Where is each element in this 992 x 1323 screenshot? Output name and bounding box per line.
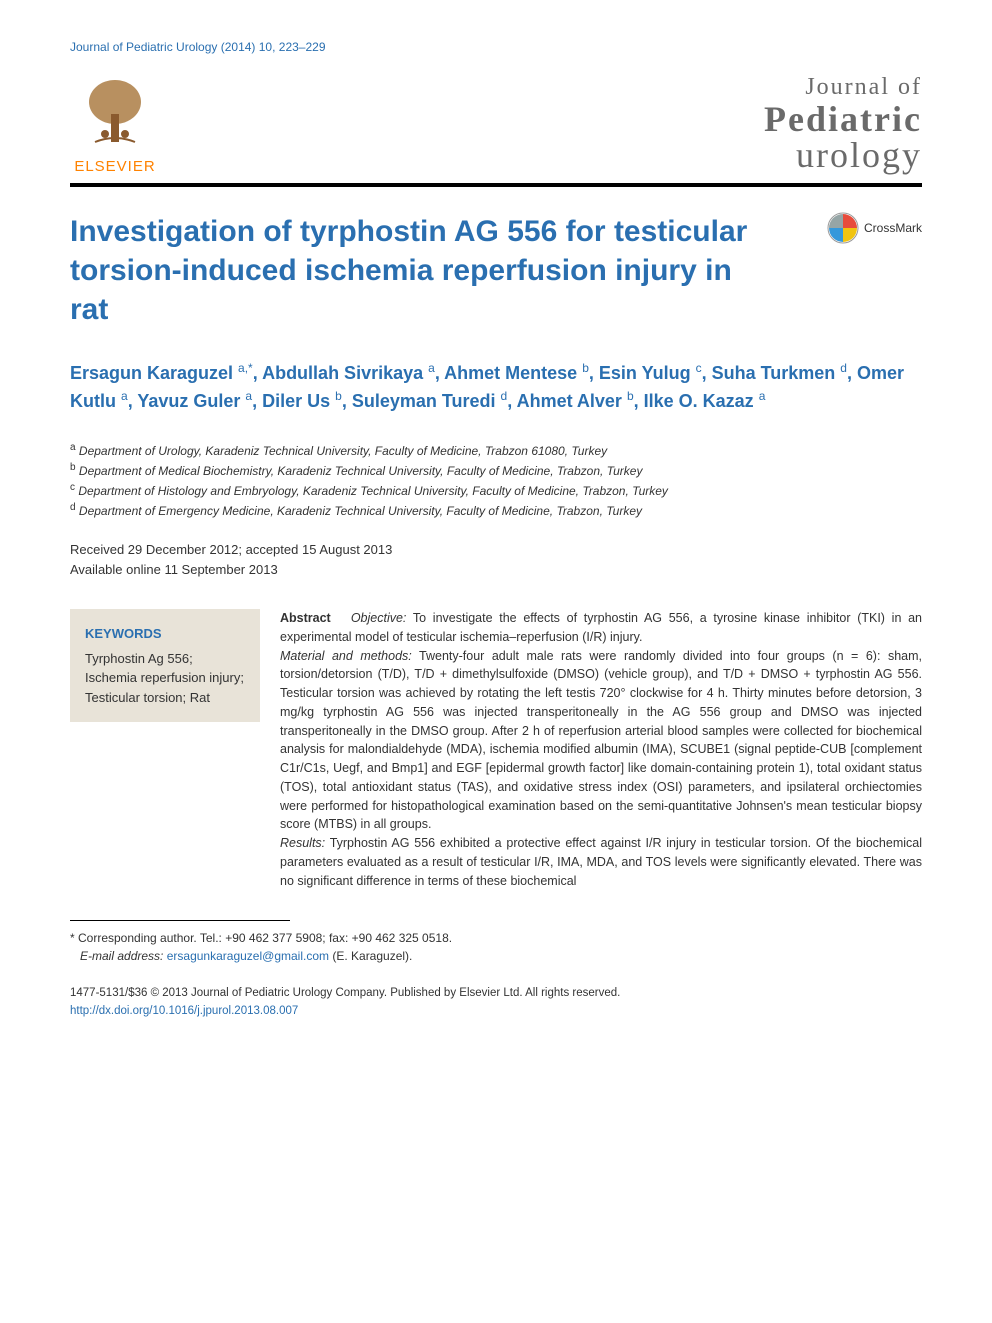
email-author: (E. Karaguzel). [332,949,412,963]
crossmark-badge[interactable]: CrossMark [827,212,922,244]
journal-title-block: Journal of Pediatric urology [764,74,922,173]
elsevier-tree-icon [75,74,155,154]
journal-reference: Journal of Pediatric Urology (2014) 10, … [70,40,922,54]
header-rule [70,183,922,187]
article-title: Investigation of tyrphostin AG 556 for t… [70,212,770,329]
affiliation-item: c Department of Histology and Embryology… [70,480,922,500]
methods-text: Twenty-four adult male rats were randoml… [280,649,922,832]
keywords-heading: KEYWORDS [85,624,245,644]
affiliations-list: a Department of Urology, Karadeniz Techn… [70,440,922,520]
content-row: KEYWORDS Tyrphostin Ag 556; Ischemia rep… [70,609,922,890]
header-row: ELSEVIER Journal of Pediatric urology [70,74,922,175]
email-line: E-mail address: ersagunkaraguzel@gmail.c… [70,947,922,965]
results-label: Results: [280,836,325,850]
footer-rule [70,920,290,921]
results-text: Tyrphostin AG 556 exhibited a protective… [280,836,922,888]
title-row: Investigation of tyrphostin AG 556 for t… [70,212,922,359]
abstract-block: Abstract Objective: To investigate the e… [280,609,922,890]
online-date: Available online 11 September 2013 [70,560,922,580]
affiliation-item: a Department of Urology, Karadeniz Techn… [70,440,922,460]
abstract-label: Abstract [280,611,331,625]
affiliation-item: b Department of Medical Biochemistry, Ka… [70,460,922,480]
email-label: E-mail address: [80,949,163,963]
footnote-block: * Corresponding author. Tel.: +90 462 37… [70,929,922,965]
dates-block: Received 29 December 2012; accepted 15 A… [70,540,922,579]
doi-block: 1477-5131/$36 © 2013 Journal of Pediatri… [70,985,922,1020]
keywords-items: Tyrphostin Ag 556; Ischemia reperfusion … [85,649,245,708]
doi-link[interactable]: http://dx.doi.org/10.1016/j.jpurol.2013.… [70,1005,298,1017]
copyright-text: 1477-5131/$36 © 2013 Journal of Pediatri… [70,985,922,1002]
affiliation-item: d Department of Emergency Medicine, Kara… [70,500,922,520]
journal-title-line1: Journal of [764,74,922,101]
keywords-box: KEYWORDS Tyrphostin Ag 556; Ischemia rep… [70,609,260,722]
received-accepted-date: Received 29 December 2012; accepted 15 A… [70,540,922,560]
corresponding-author: * Corresponding author. Tel.: +90 462 37… [70,929,922,947]
publisher-name: ELSEVIER [74,158,155,175]
crossmark-label: CrossMark [864,221,922,235]
crossmark-icon [827,212,859,244]
journal-title-line2: Pediatric [764,101,922,137]
email-link[interactable]: ersagunkaraguzel@gmail.com [167,949,329,963]
authors-list: Ersagun Karaguzel a,*, Abdullah Sivrikay… [70,359,922,415]
objective-label: Objective: [351,611,407,625]
journal-title-line3: urology [764,137,922,173]
methods-label: Material and methods: [280,649,412,663]
publisher-block: ELSEVIER [70,74,160,175]
